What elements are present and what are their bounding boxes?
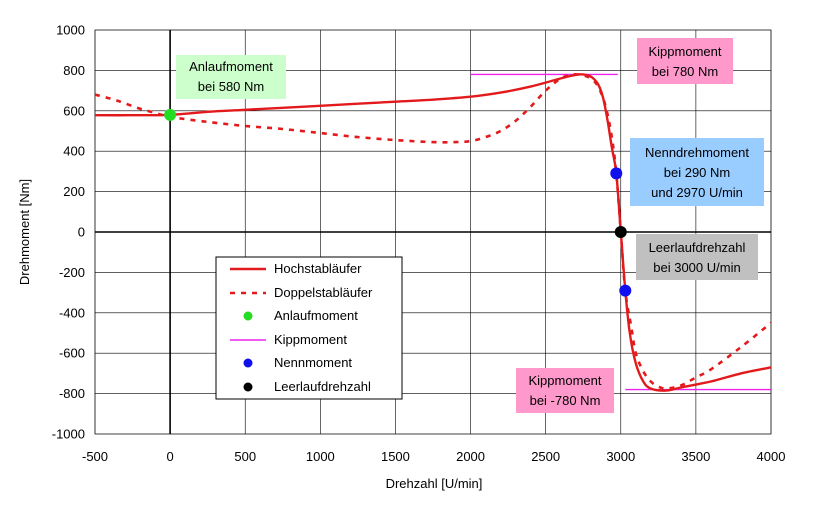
legend-label: Kippmoment <box>274 332 347 347</box>
x-tick-label: 2500 <box>531 449 560 464</box>
annotation-line: bei 580 Nm <box>198 79 264 94</box>
x-tick-label: 4000 <box>757 449 786 464</box>
legend-entry: Leerlaufdrehzahl <box>243 379 371 394</box>
annotation-leerlaufdrehzahl: Leerlaufdrehzahl bei 3000 U/min <box>636 234 758 280</box>
annotation-line: und 2970 U/min <box>651 185 743 200</box>
y-tick-label: 200 <box>63 184 85 199</box>
annotation-line: Kippmoment <box>649 44 722 59</box>
y-tick-label: 400 <box>63 144 85 159</box>
point-marker <box>610 167 623 180</box>
y-tick-label: 0 <box>78 225 85 240</box>
annotation-nenndrehmoment: Nenndrehmoment bei 290 Nm und 2970 U/min <box>630 138 764 206</box>
y-tick-label: -800 <box>59 386 85 401</box>
point-marker <box>164 108 177 121</box>
legend-symbol <box>243 358 253 368</box>
legend-label: Doppelstabläufer <box>274 285 373 300</box>
legend-label: Anlaufmoment <box>274 308 358 323</box>
point-marker <box>614 226 627 238</box>
x-tick-label: 3000 <box>606 449 635 464</box>
legend-entry: Hochstabläufer <box>230 261 362 276</box>
annotation-box <box>630 138 764 206</box>
points-layer <box>164 108 632 297</box>
legend-label: Hochstabläufer <box>274 261 362 276</box>
y-tick-label: -1000 <box>52 427 85 442</box>
annotation-line: bei -780 Nm <box>530 393 601 408</box>
y-tick-label: 1000 <box>56 23 85 38</box>
y-tick-label: 800 <box>63 63 85 78</box>
annotation-line: bei 3000 U/min <box>653 260 740 275</box>
x-tick-label: 1500 <box>381 449 410 464</box>
y-axis-title: Drehmoment [Nm] <box>17 179 32 285</box>
annotation-line: Leerlaufdrehzahl <box>649 240 746 255</box>
x-tick-label: 500 <box>234 449 256 464</box>
y-tick-label: -400 <box>59 305 85 320</box>
legend-entry: Nennmoment <box>243 355 352 370</box>
y-tick-label: -200 <box>59 265 85 280</box>
legend-box <box>215 256 403 400</box>
legend-entry: Kippmoment <box>230 332 347 347</box>
x-axis-title: Drehzahl [U/min] <box>386 476 483 491</box>
point-marker <box>619 284 632 297</box>
y-tick-label: -600 <box>59 346 85 361</box>
legend-dot-icon <box>243 382 253 392</box>
legend-dot-icon <box>243 358 253 368</box>
grid <box>94 29 772 435</box>
annotation-line: Kippmoment <box>529 373 602 388</box>
legend-dot-icon <box>243 311 253 321</box>
x-tick-labels: -500 0 500 1000 1500 2000 2500 3000 3500 4000 <box>82 449 785 464</box>
y-tick-label: 600 <box>63 103 85 118</box>
legend-symbol <box>243 382 253 392</box>
annotation-box <box>636 234 758 280</box>
legend-label: Nennmoment <box>274 355 352 370</box>
legend-entry: Anlaufmoment <box>243 308 358 323</box>
kippmoment-lines <box>470 73 771 391</box>
annotation-box <box>637 38 733 84</box>
series-line-doppelstablaeufer <box>94 72 772 390</box>
x-tick-label: 3500 <box>681 449 710 464</box>
legend-entry: Doppelstabläufer <box>230 285 373 300</box>
annotation-box <box>176 55 286 99</box>
series-line-hochstablaeufer <box>94 73 772 392</box>
annotation-line: bei 780 Nm <box>652 64 718 79</box>
legend-label: Leerlaufdrehzahl <box>274 379 371 394</box>
zero-axes <box>95 30 771 434</box>
legend-symbol <box>243 311 253 321</box>
y-tick-labels: -1000 -800 -600 -400 -200 0 200 400 600 800 1000 <box>52 23 85 442</box>
x-tick-label: 1000 <box>306 449 335 464</box>
annotation-anlaufmoment: Anlaufmoment bei 580 Nm <box>176 55 286 99</box>
annotation-kippmoment-bottom: Kippmoment bei -780 Nm <box>516 368 614 413</box>
annotation-line: bei 290 Nm <box>664 165 730 180</box>
legend: Hochstabläufer Doppelstabläufer Anlaufmo… <box>215 256 403 400</box>
annotation-line: Nenndrehmoment <box>645 145 749 160</box>
annotation-line: Anlaufmoment <box>189 59 273 74</box>
annotation-kippmoment-top: Kippmoment bei 780 Nm <box>637 38 733 84</box>
x-tick-label: -500 <box>82 449 108 464</box>
x-tick-label: 2000 <box>456 449 485 464</box>
series-layer <box>94 72 772 392</box>
annotation-box <box>516 368 614 413</box>
x-tick-label: 0 <box>166 449 173 464</box>
